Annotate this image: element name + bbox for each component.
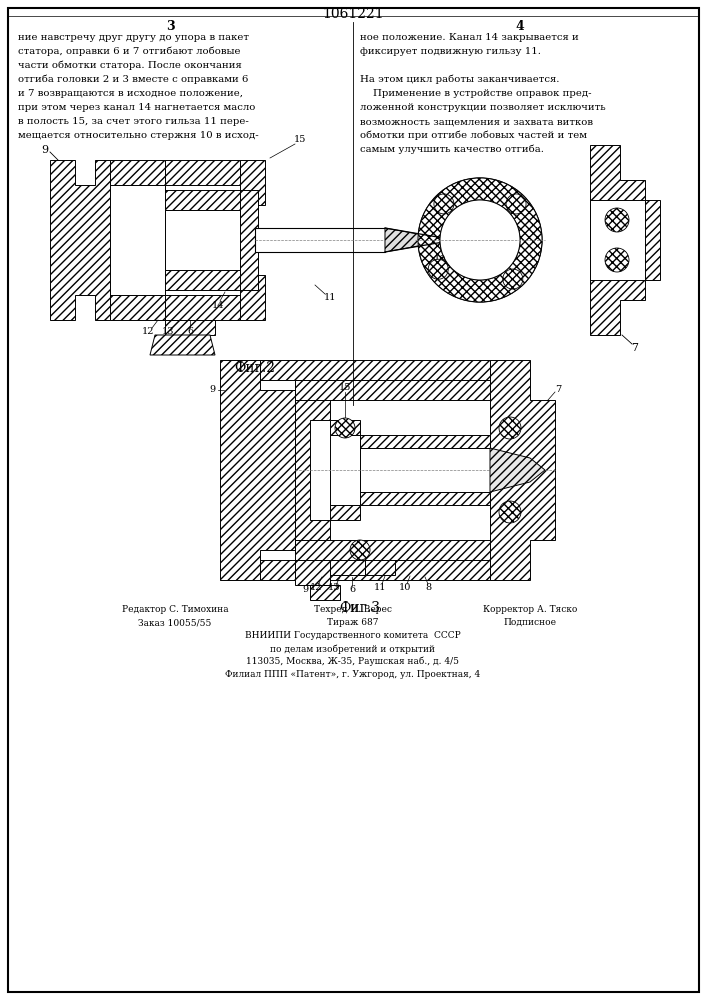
Text: 113035, Москва, Ж-35, Раушская наб., д. 4/5: 113035, Москва, Ж-35, Раушская наб., д. … [247, 657, 460, 666]
Polygon shape [110, 160, 165, 185]
Text: Корректор А. Тяско: Корректор А. Тяско [483, 605, 577, 614]
Circle shape [440, 200, 520, 280]
Text: Фиг.2: Фиг.2 [235, 361, 276, 375]
Circle shape [335, 418, 355, 438]
Circle shape [605, 248, 629, 272]
Text: Филиал ППП «Патент», г. Ужгород, ул. Проектная, 4: Филиал ППП «Патент», г. Ужгород, ул. Про… [226, 670, 481, 679]
Text: 12: 12 [141, 328, 154, 336]
Polygon shape [240, 190, 258, 290]
Text: 12: 12 [310, 584, 322, 592]
Bar [590, 200, 645, 280]
Polygon shape [165, 295, 240, 320]
Polygon shape [360, 492, 490, 505]
Polygon shape [330, 420, 360, 435]
Text: Подписное: Подписное [503, 618, 556, 627]
Text: части обмотки статора. После окончания: части обмотки статора. После окончания [18, 61, 242, 70]
Bar [330, 435, 360, 505]
Text: Заказ 10055/55: Заказ 10055/55 [139, 618, 211, 627]
Circle shape [499, 501, 521, 523]
Polygon shape [295, 380, 490, 400]
Text: 15: 15 [294, 135, 306, 144]
Text: 14: 14 [212, 300, 224, 310]
Text: по делам изобретений и открытий: по делам изобретений и открытий [271, 644, 436, 654]
Text: Техред И. Верес: Техред И. Верес [314, 605, 392, 614]
Circle shape [418, 178, 542, 302]
Text: 1061221: 1061221 [322, 7, 384, 21]
Polygon shape [295, 560, 340, 600]
Circle shape [434, 194, 454, 214]
Text: 8: 8 [425, 584, 431, 592]
Text: 10: 10 [434, 255, 446, 264]
Text: 7: 7 [555, 385, 561, 394]
Circle shape [350, 540, 370, 560]
Text: при этом через канал 14 нагнетается масло: при этом через канал 14 нагнетается масл… [18, 103, 255, 112]
Text: Фиг.3: Фиг.3 [339, 601, 380, 615]
Bar [360, 448, 490, 492]
Text: 10: 10 [399, 584, 411, 592]
Polygon shape [240, 160, 265, 320]
Polygon shape [360, 435, 490, 448]
Text: и 7 возвращаются в исходное положение,: и 7 возвращаются в исходное положение, [18, 89, 243, 98]
Text: 4: 4 [515, 20, 525, 33]
Circle shape [506, 194, 526, 214]
Text: самым улучшить качество отгиба.: самым улучшить качество отгиба. [360, 145, 544, 154]
Polygon shape [385, 228, 455, 252]
Text: отгиба головки 2 и 3 вместе с оправками 6: отгиба головки 2 и 3 вместе с оправками … [18, 75, 248, 85]
Text: Редактор С. Тимохина: Редактор С. Тимохина [122, 605, 228, 614]
Text: фиксирует подвижную гильзу 11.: фиксирует подвижную гильзу 11. [360, 47, 541, 56]
Polygon shape [260, 560, 490, 580]
Polygon shape [50, 160, 110, 320]
Text: 7: 7 [631, 343, 638, 353]
Text: Тираж 687: Тираж 687 [327, 618, 379, 627]
Text: ложенной конструкции позволяет исключить: ложенной конструкции позволяет исключить [360, 103, 606, 112]
Text: мещается относительно стержня 10 в исход-: мещается относительно стержня 10 в исход… [18, 131, 259, 140]
Text: 3: 3 [165, 20, 175, 33]
Circle shape [605, 208, 629, 232]
Text: ние навстречу друг другу до упора в пакет: ние навстречу друг другу до упора в паке… [18, 33, 249, 42]
Text: 9: 9 [209, 385, 215, 394]
Text: 13: 13 [328, 584, 340, 592]
Polygon shape [165, 160, 240, 185]
Polygon shape [330, 560, 365, 575]
Text: обмотки при отгибе лобовых частей и тем: обмотки при отгибе лобовых частей и тем [360, 131, 587, 140]
Polygon shape [165, 270, 240, 290]
Text: 6: 6 [187, 328, 193, 336]
Polygon shape [165, 190, 240, 210]
Text: ное положение. Канал 14 закрывается и: ное положение. Канал 14 закрывается и [360, 33, 579, 42]
Text: 9: 9 [302, 585, 308, 594]
Text: 13: 13 [162, 328, 174, 336]
Bar [165, 210, 240, 270]
Wedge shape [418, 178, 542, 302]
Text: 11: 11 [374, 584, 386, 592]
Polygon shape [220, 360, 295, 580]
Polygon shape [490, 360, 555, 580]
Circle shape [499, 417, 521, 439]
Circle shape [503, 269, 522, 289]
Bar [255, 228, 385, 252]
Circle shape [428, 259, 448, 279]
Text: возможность защемления и захвата витков: возможность защемления и захвата витков [360, 117, 593, 126]
Text: статора, оправки 6 и 7 отгибают лобовые: статора, оправки 6 и 7 отгибают лобовые [18, 47, 240, 56]
Polygon shape [165, 320, 215, 335]
Text: Применение в устройстве оправок пред-: Применение в устройстве оправок пред- [360, 89, 592, 98]
Polygon shape [330, 505, 360, 520]
Text: 15: 15 [339, 383, 351, 392]
Polygon shape [490, 448, 545, 492]
Text: На этом цикл работы заканчивается.: На этом цикл работы заканчивается. [360, 75, 559, 85]
Polygon shape [365, 560, 395, 575]
Bar [110, 185, 165, 295]
Text: ВНИИПИ Государственного комитета  СССР: ВНИИПИ Государственного комитета СССР [245, 631, 461, 640]
Polygon shape [260, 360, 490, 380]
Polygon shape [295, 400, 330, 540]
Polygon shape [295, 540, 490, 560]
Text: 9: 9 [42, 145, 49, 155]
Polygon shape [590, 145, 660, 335]
Text: 6: 6 [349, 585, 355, 594]
Text: в полость 15, за счет этого гильза 11 пере-: в полость 15, за счет этого гильза 11 пе… [18, 117, 249, 126]
Polygon shape [110, 295, 165, 320]
Polygon shape [150, 335, 215, 355]
Text: 11: 11 [324, 294, 337, 302]
